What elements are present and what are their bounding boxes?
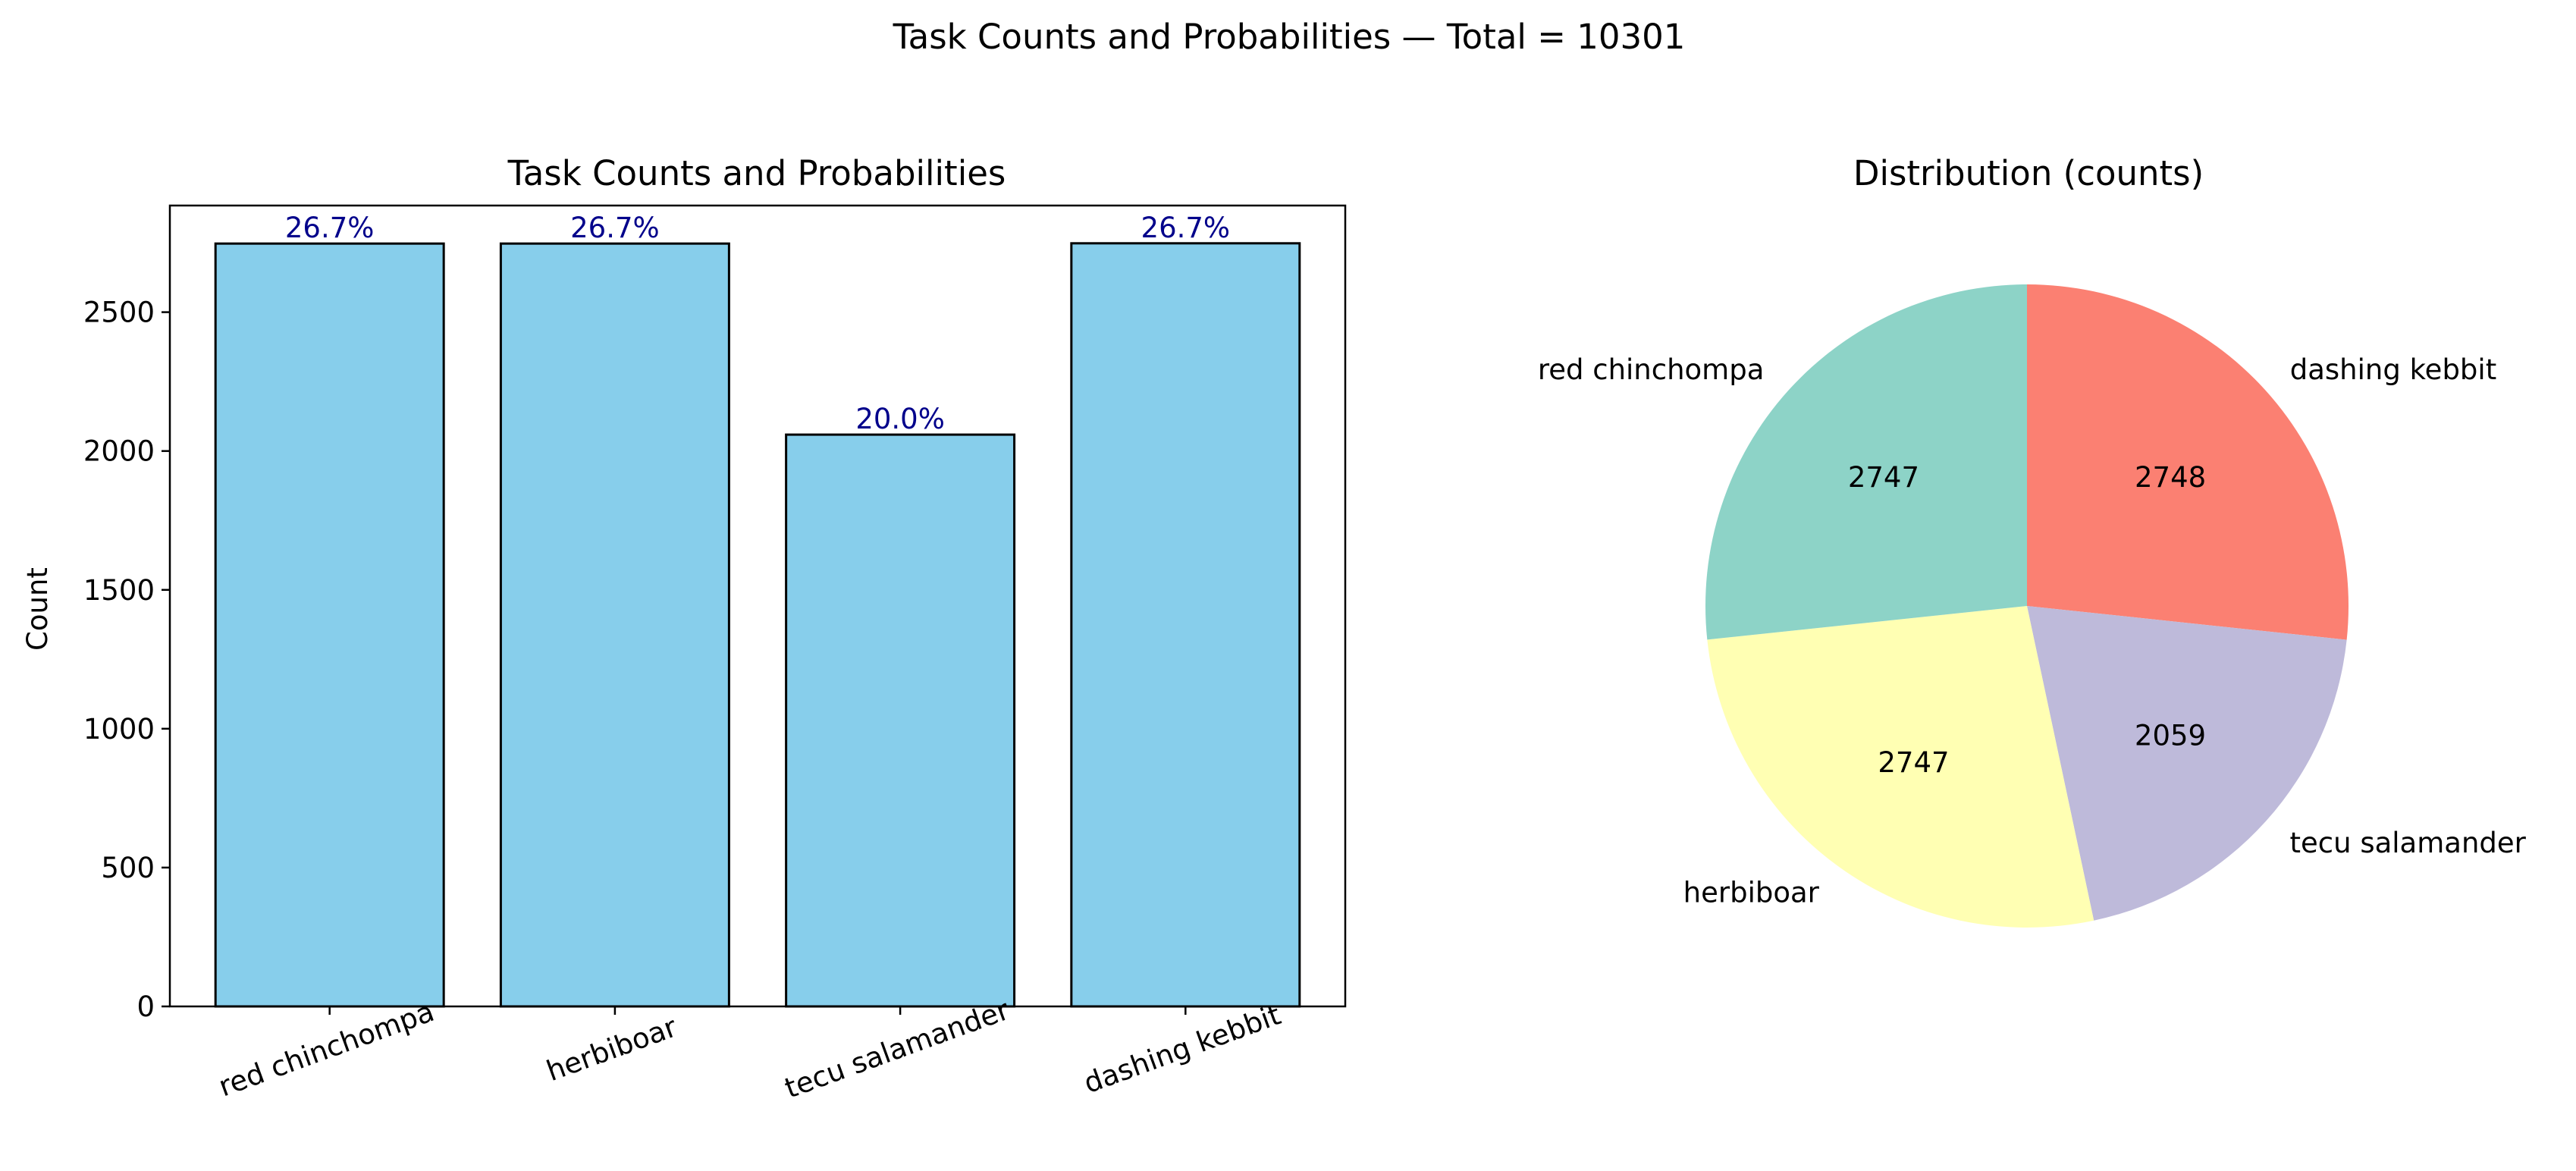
pie-category-label: red chinchompa	[1538, 353, 1765, 386]
figure-suptitle: Task Counts and Probabilities — Total = …	[893, 17, 1686, 57]
bar-data-label: 26.7%	[1141, 212, 1231, 244]
pie-slice-herbiboar	[1707, 606, 2094, 928]
y-tick-label: 2500	[83, 297, 155, 329]
bars: 26.7% 26.7% 20.0% 26.7%	[214, 212, 1301, 1008]
y-tick-label: 0	[136, 990, 155, 1023]
bar-chart-ylabel: Count	[21, 567, 54, 651]
pie-value-label: 2747	[1878, 746, 1949, 779]
pie-chart: Distribution (counts) 2748 dashing kebbit…	[1538, 153, 2527, 928]
bar-data-label: 26.7%	[285, 212, 375, 244]
pie-value-label: 2747	[1848, 461, 1919, 494]
pie-slices	[1705, 284, 2349, 928]
y-tick-label: 500	[101, 852, 155, 884]
bar-chart-frame	[168, 204, 1347, 1008]
y-tick-label: 1500	[83, 574, 155, 607]
bar-data-label: 20.0%	[855, 403, 945, 435]
bar-data-label: 26.7%	[570, 212, 660, 244]
pie-category-label: herbiboar	[1683, 876, 1820, 909]
bar-chart: Task Counts and Probabilities Count 0 500…	[21, 153, 1347, 1105]
pie-chart-title: Distribution (counts)	[1853, 153, 2204, 193]
bar-herbiboar	[499, 242, 730, 1008]
y-tick-label: 2000	[83, 435, 155, 468]
pie-slice-dashing-kebbit	[2027, 284, 2349, 640]
bar-chart-title: Task Counts and Probabilities	[507, 153, 1006, 193]
bar-tecu-salamander	[785, 433, 1016, 1008]
pie-slice-tecu-salamander	[2027, 606, 2347, 921]
pie-category-label: dashing kebbit	[2290, 353, 2497, 386]
pie-value-label: 2059	[2135, 719, 2206, 752]
y-axis-ticks: 0 500 1000 1500 2000 2500	[83, 297, 170, 1023]
bar-dashing-kebbit	[1070, 242, 1301, 1008]
pie-slice-red-chinchompa	[1705, 284, 2027, 640]
y-tick-label: 1000	[83, 713, 155, 746]
pie-labels: 2748 dashing kebbit 2059 tecu salamander 274…	[1538, 353, 2527, 909]
bar-red-chinchompa	[214, 242, 445, 1008]
pie-category-label: tecu salamander	[2290, 827, 2527, 859]
pie-value-label: 2748	[2135, 461, 2206, 494]
